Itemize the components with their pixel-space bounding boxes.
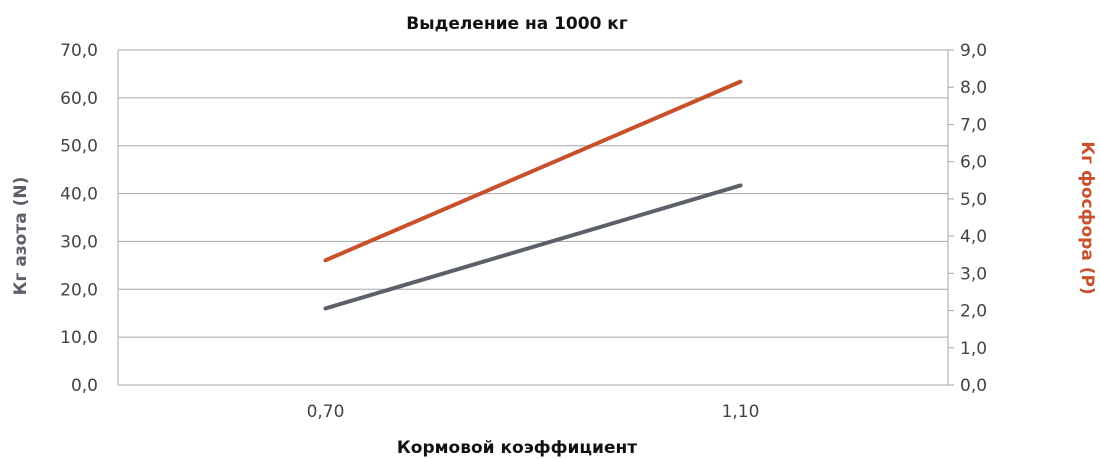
left-axis-tick-label: 30,0	[60, 232, 98, 252]
right-axis-tick-label: 9,0	[960, 41, 987, 61]
left-axis-tick-label: 10,0	[60, 328, 98, 348]
right-axis-tick-label: 2,0	[960, 302, 987, 322]
right-axis-tick-label: 4,0	[960, 227, 987, 247]
right-y-axis-title: Кг фосфора (P)	[1077, 141, 1097, 294]
right-axis-tick-label: 7,0	[960, 115, 987, 135]
right-axis-tick-label: 1,0	[960, 339, 987, 359]
left-axis-tick-label: 20,0	[60, 280, 98, 300]
left-axis-tick-label: 40,0	[60, 185, 98, 205]
gridlines	[118, 49, 948, 386]
right-axis-tick-label: 6,0	[960, 153, 987, 173]
left-axis-tick-label: 60,0	[60, 89, 98, 109]
x-axis-tick-label: 1,10	[722, 402, 760, 422]
left-y-axis-title: Кг азота (N)	[11, 177, 31, 296]
right-axis-tick-label: 0,0	[960, 376, 987, 396]
right-axis-tick-labels: 0,0 1,0 2,0 3,0 4,0 5,0 6,0 7,0 8,0 9,0	[948, 41, 987, 396]
series-lines	[323, 79, 743, 311]
series-line-left	[323, 183, 743, 311]
right-axis-tick-label: 3,0	[960, 264, 987, 284]
x-axis-tick-label: 0,70	[307, 402, 345, 422]
left-axis-tick-labels: 0,0 10,0 20,0 30,0 40,0 50,0 60,0 70,0	[60, 41, 98, 396]
left-axis-tick-label: 70,0	[60, 41, 98, 61]
chart-title: Выделение на 1000 кг	[406, 14, 628, 34]
left-axis-tick-label: 0,0	[71, 376, 98, 396]
x-axis-title: Кормовой коэффициент	[397, 438, 637, 458]
right-axis-tick-label: 5,0	[960, 190, 987, 210]
left-axis-tick-label: 50,0	[60, 137, 98, 157]
x-axis-tick-labels: 0,70 1,10	[307, 402, 760, 422]
series-line-right	[323, 79, 743, 263]
right-axis-tick-label: 8,0	[960, 78, 987, 98]
